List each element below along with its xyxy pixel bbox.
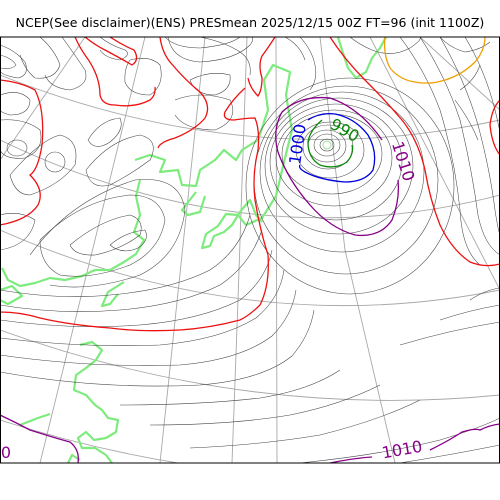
isobar — [174, 94, 234, 131]
isobar — [164, 37, 241, 49]
isobar-low — [313, 133, 341, 157]
isobar — [0, 309, 315, 387]
isobar — [0, 249, 273, 327]
green-isobars — [307, 119, 354, 168]
isobar — [399, 37, 481, 266]
meridian-line — [275, 37, 278, 463]
isobar — [0, 269, 285, 346]
isobar-low — [319, 138, 335, 152]
isobar — [0, 119, 42, 159]
isobar — [85, 134, 154, 187]
isobar — [199, 37, 251, 76]
red-isobar — [0, 87, 269, 332]
red-isobar — [74, 37, 156, 107]
isobar — [439, 304, 500, 321]
isobar — [149, 384, 381, 426]
isobar — [399, 444, 500, 463]
isobar — [284, 37, 306, 61]
meridian-line — [369, 37, 500, 291]
label-1010-left: 0 — [1, 443, 11, 462]
isobar — [469, 287, 500, 301]
green-isobar-990 — [307, 119, 354, 168]
isobar — [299, 37, 317, 91]
isobar-low — [302, 124, 354, 170]
meridian-line — [0, 37, 86, 161]
isobar — [19, 37, 61, 79]
parallel-line — [0, 139, 500, 219]
isobar-low — [275, 109, 393, 207]
isobar — [9, 134, 77, 196]
blue-isobars — [298, 112, 376, 183]
red-isobar — [247, 37, 276, 98]
purple-isobar-1010-lower — [429, 423, 500, 451]
isobar — [399, 321, 500, 346]
purple-isobar-1010-upper — [275, 96, 400, 237]
isobar — [6, 139, 28, 157]
isobar — [99, 37, 128, 61]
isobar — [119, 369, 341, 406]
orange-isobars — [383, 37, 486, 84]
isobar — [189, 399, 421, 449]
coastline-greenland — [1, 63, 294, 288]
blue-isobar-1000 — [298, 112, 376, 183]
parallel-line — [0, 74, 500, 140]
coastline-newfoundland — [19, 340, 120, 463]
map-background — [0, 37, 500, 463]
isobar — [349, 37, 421, 54]
isobar — [454, 64, 481, 141]
graticule — [0, 37, 500, 463]
isobar — [419, 37, 500, 256]
isobar — [0, 92, 31, 116]
isobar-low — [295, 121, 365, 179]
red-isobar — [489, 99, 500, 156]
coastline-baffin — [0, 284, 24, 306]
isobar — [44, 151, 66, 173]
isobar — [0, 213, 36, 251]
red-isobars — [0, 37, 500, 332]
isobar — [0, 214, 251, 297]
isobar — [87, 117, 122, 147]
isobar — [29, 179, 186, 288]
red-isobar — [157, 37, 209, 149]
isobar — [439, 37, 500, 236]
isobar-low — [269, 103, 403, 221]
isobar — [0, 44, 27, 79]
purple-isobar-1010-left — [0, 414, 79, 463]
coastline-labrador — [100, 281, 125, 308]
isobar — [124, 58, 162, 96]
chart-title: NCEP(See disclaimer)(ENS) PRESmean 2025/… — [15, 15, 485, 30]
isobar-low — [245, 77, 455, 295]
isobar — [0, 229, 263, 312]
isobar — [39, 194, 166, 277]
orange-isobar — [383, 37, 486, 84]
purple-isobars — [0, 96, 500, 463]
parallel-line — [0, 329, 500, 401]
pressure-map: 990 1000 1010 1010 0 — [0, 36, 500, 464]
meridian-line — [319, 37, 396, 463]
isobar — [299, 417, 500, 463]
isobar-low — [264, 97, 414, 235]
meridian-line — [159, 37, 206, 463]
green-low-center — [322, 140, 332, 150]
parallel-line — [0, 419, 181, 463]
isobar — [0, 289, 297, 366]
isobar — [109, 229, 147, 252]
isobar — [167, 37, 253, 63]
meridian-line — [231, 37, 248, 463]
purple-isobar-1010-lower — [329, 456, 373, 463]
red-isobar — [329, 37, 500, 267]
parallel-line — [0, 229, 500, 307]
isobar — [69, 214, 142, 256]
meridian-line — [39, 37, 146, 463]
red-isobar — [0, 79, 44, 226]
red-isobar — [84, 37, 138, 66]
isobar — [0, 54, 17, 69]
isobar-low — [259, 91, 425, 253]
coastlines — [0, 37, 387, 463]
isobar — [44, 37, 87, 91]
